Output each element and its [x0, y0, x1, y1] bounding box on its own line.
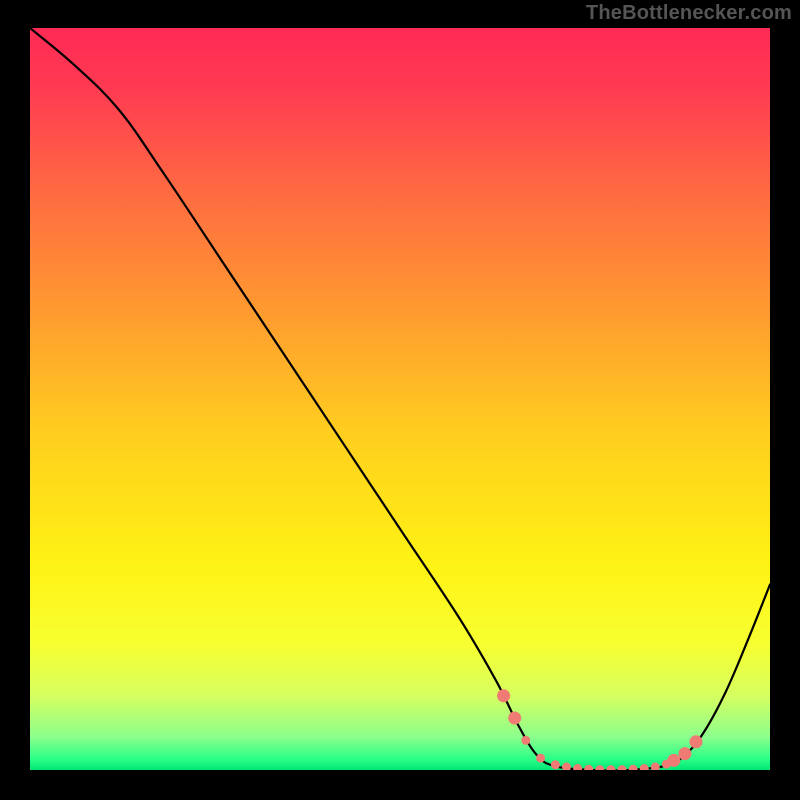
marker-dot [551, 761, 559, 769]
marker-dot [585, 765, 593, 770]
marker-dot [607, 766, 615, 770]
marker-dot [690, 736, 702, 748]
marker-dot [498, 690, 510, 702]
plot-area [30, 28, 770, 770]
marker-dot [574, 765, 582, 770]
marker-dot [596, 766, 604, 770]
marker-dot [537, 754, 545, 762]
marker-dot [640, 765, 648, 770]
stage: TheBottlenecker.com [0, 0, 800, 800]
marker-dot [668, 754, 680, 766]
marker-dot [618, 766, 626, 770]
marker-dot [522, 736, 530, 744]
marker-dot [629, 765, 637, 770]
marker-dot [651, 763, 659, 770]
bottleneck-chart [30, 28, 770, 770]
marker-dot [679, 748, 691, 760]
watermark-text: TheBottlenecker.com [586, 2, 792, 25]
marker-dot [509, 712, 521, 724]
marker-dot [563, 763, 571, 770]
